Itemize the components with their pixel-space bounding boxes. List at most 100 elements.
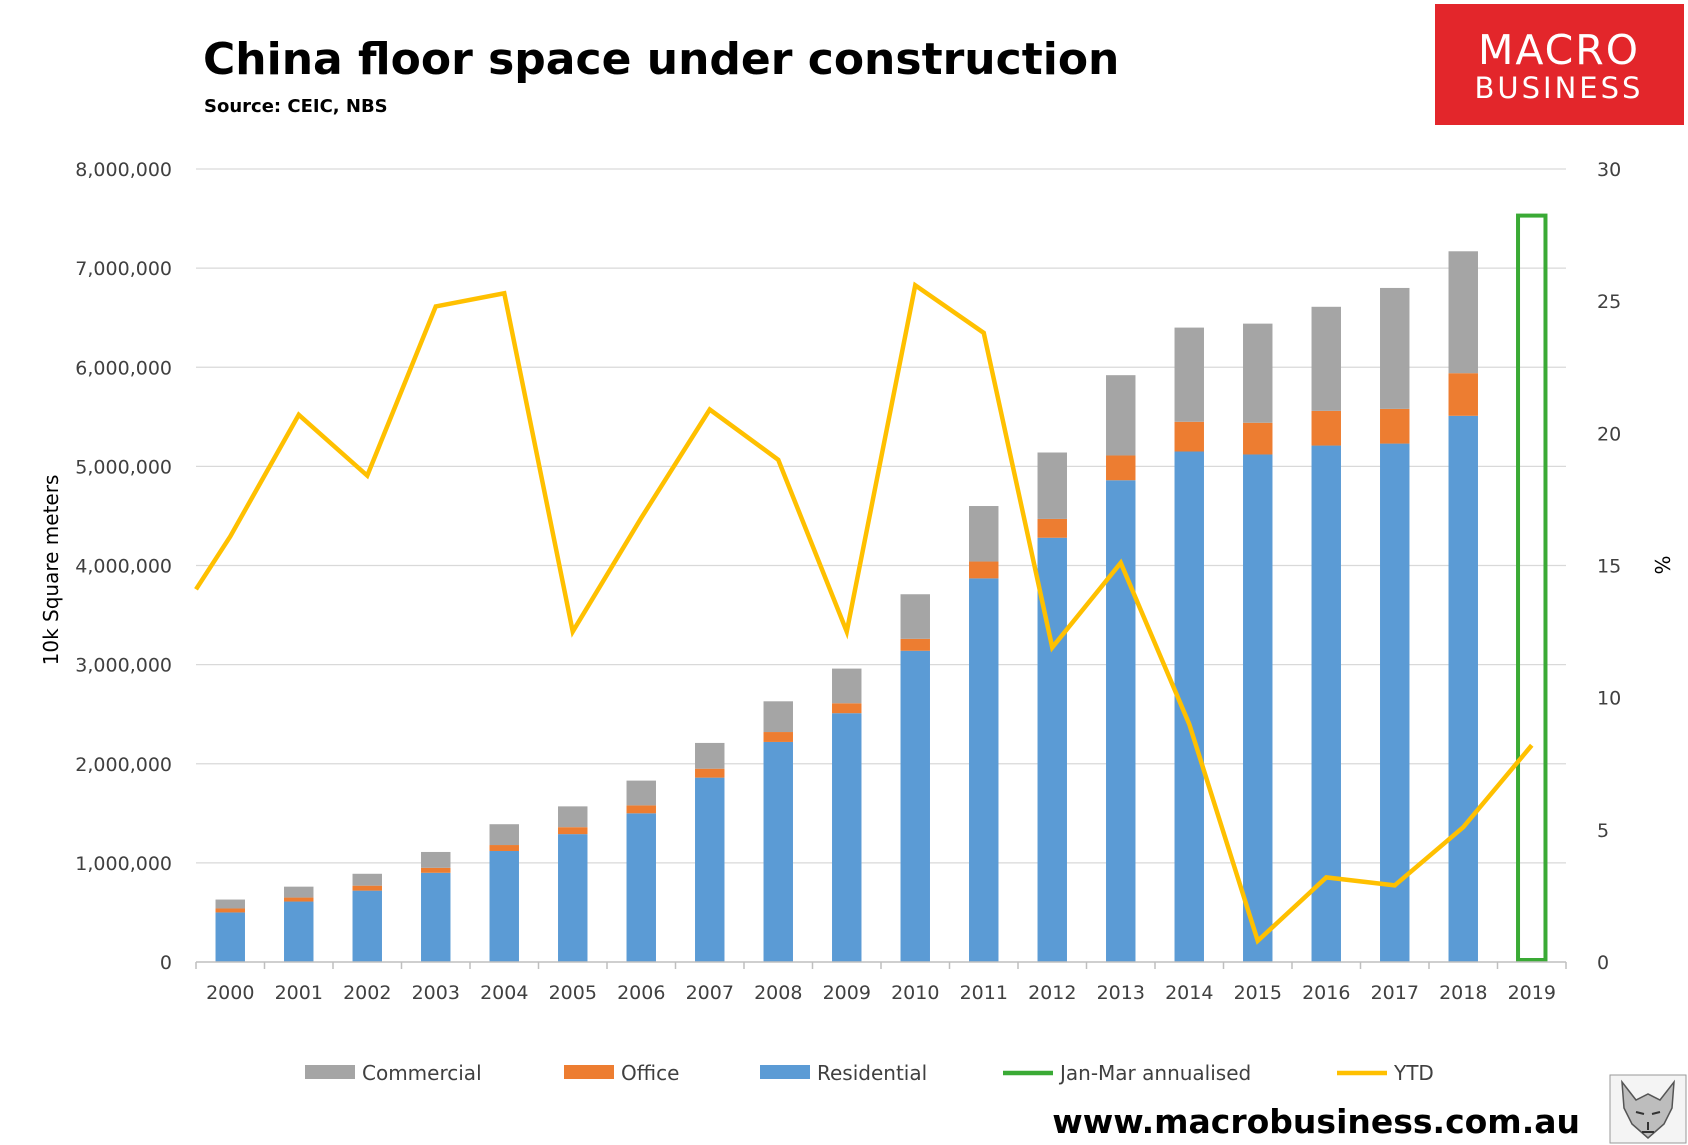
bar-residential-2007 — [695, 777, 725, 962]
bar-office-2007 — [695, 768, 725, 778]
x-tick-label: 2007 — [686, 982, 734, 1004]
y-tick-label: 3,000,000 — [75, 655, 172, 677]
x-tick-label: 2015 — [1234, 982, 1282, 1004]
bar-office-2015 — [1243, 422, 1273, 455]
bar-commercial-2013 — [1106, 375, 1136, 456]
bar-office-2013 — [1106, 455, 1136, 481]
x-tick-label: 2006 — [617, 982, 665, 1004]
y2-tick-label: 10 — [1597, 688, 1621, 710]
ytd-line — [194, 281, 1534, 945]
gridlines — [196, 168, 1566, 864]
bar-residential-2003 — [421, 872, 451, 962]
x-tick-label: 2008 — [754, 982, 802, 1004]
bar-office-2016 — [1311, 410, 1341, 446]
bar-commercial-2012 — [1037, 452, 1067, 519]
x-tick-label: 2000 — [206, 982, 254, 1004]
chart-title: China floor space under construction — [203, 34, 1119, 85]
bar-commercial-2015 — [1243, 323, 1273, 423]
bar-office-2000 — [215, 908, 245, 913]
y-tick-label: 2,000,000 — [75, 754, 172, 776]
x-tick-label: 2001 — [275, 982, 323, 1004]
bar-commercial-2008 — [763, 701, 793, 733]
y-tick-label: 6,000,000 — [75, 357, 172, 379]
bar-residential-2000 — [215, 912, 245, 962]
y-tick-label: 8,000,000 — [75, 159, 172, 181]
bar-residential-2018 — [1448, 415, 1478, 962]
bar-commercial-2006 — [626, 780, 656, 806]
bar-office-2012 — [1037, 518, 1067, 538]
legend-label-commercial: Commercial — [362, 1061, 482, 1085]
x-tick-label: 2003 — [412, 982, 460, 1004]
legend: Commercial Office Residential Jan-Mar annua… — [305, 1061, 1434, 1085]
x-tick-label: 2014 — [1165, 982, 1213, 1004]
y-axis-title: 10k Square meters — [39, 475, 63, 666]
bar-office-2010 — [900, 638, 930, 651]
y-tick-label: 0 — [160, 952, 172, 974]
x-tick-label: 2012 — [1028, 982, 1076, 1004]
right-axis-ticks: 0 5 10 15 20 25 30 — [1597, 159, 1621, 974]
bar-office-2006 — [626, 805, 656, 814]
x-tick-label: 2004 — [480, 982, 528, 1004]
bar-commercial-2005 — [558, 806, 588, 828]
logo-background — [1435, 4, 1684, 125]
bar-office-2018 — [1448, 373, 1478, 416]
bar-commercial-2010 — [900, 594, 930, 639]
bar-residential-2009 — [832, 713, 862, 962]
bar-commercial-2018 — [1448, 251, 1478, 374]
left-axis-ticks: 0 1,000,000 2,000,000 3,000,000 4,000,000 5,0… — [75, 159, 172, 974]
bar-residential-2010 — [900, 650, 930, 962]
x-tick-label: 2010 — [891, 982, 939, 1004]
bar-office-2004 — [489, 845, 519, 851]
bar-office-2002 — [352, 885, 382, 891]
legend-swatch-office — [564, 1065, 614, 1079]
bar-office-2011 — [969, 561, 999, 579]
bar-office-2009 — [832, 703, 862, 714]
legend-label-ytd: YTD — [1393, 1061, 1434, 1085]
bar-residential-2014 — [1174, 451, 1204, 962]
bar-residential-2005 — [558, 834, 588, 962]
bar-commercial-2001 — [284, 886, 314, 898]
y2-tick-label: 15 — [1597, 556, 1621, 578]
bar-commercial-2000 — [215, 899, 245, 909]
bar-commercial-2002 — [352, 873, 382, 886]
bars — [215, 251, 1478, 963]
legend-label-office: Office — [621, 1061, 679, 1085]
x-tick-label: 2009 — [823, 982, 871, 1004]
x-axis: 2000 2001 2002 2003 2004 2005 2006 2007 2008 2009… — [195, 961, 1567, 1004]
bar-office-2014 — [1174, 421, 1204, 452]
bar-office-2001 — [284, 897, 314, 902]
bar-residential-2002 — [352, 890, 382, 962]
x-tick-label: 2011 — [960, 982, 1008, 1004]
bar-residential-2011 — [969, 578, 999, 962]
y2-tick-label: 25 — [1597, 291, 1621, 313]
bar-commercial-2017 — [1380, 287, 1410, 409]
bar-commercial-2016 — [1311, 306, 1341, 411]
x-tick-label: 2019 — [1508, 982, 1556, 1004]
x-tick-label: 2016 — [1302, 982, 1350, 1004]
y-tick-label: 1,000,000 — [75, 853, 172, 875]
bar-residential-2008 — [763, 741, 793, 962]
bar-residential-2006 — [626, 813, 656, 962]
y-tick-label: 4,000,000 — [75, 556, 172, 578]
y2-tick-label: 30 — [1597, 159, 1621, 181]
bar-office-2005 — [558, 827, 588, 835]
bar-residential-2015 — [1243, 454, 1273, 962]
bar-residential-2001 — [284, 901, 314, 962]
y2-tick-label: 5 — [1597, 820, 1609, 842]
bar-commercial-2007 — [695, 742, 725, 769]
website-url: www.macrobusiness.com.au — [1052, 1102, 1580, 1141]
bar-commercial-2003 — [421, 851, 451, 868]
x-tick-label: 2017 — [1371, 982, 1419, 1004]
wolf-head-icon — [1609, 1074, 1687, 1144]
y2-axis-title: % — [1650, 555, 1674, 574]
x-tick-label: 2002 — [343, 982, 391, 1004]
legend-label-jan-mar-annualised: Jan-Mar annualised — [1058, 1061, 1251, 1085]
bar-office-2003 — [421, 867, 451, 873]
bar-commercial-2011 — [969, 506, 999, 562]
bar-commercial-2014 — [1174, 327, 1204, 422]
bar-residential-2013 — [1106, 480, 1136, 962]
x-tick-label: 2018 — [1439, 982, 1487, 1004]
bar-annualised-2019 — [1516, 213, 1548, 962]
bar-office-2017 — [1380, 408, 1410, 444]
y-tick-label: 7,000,000 — [75, 258, 172, 280]
